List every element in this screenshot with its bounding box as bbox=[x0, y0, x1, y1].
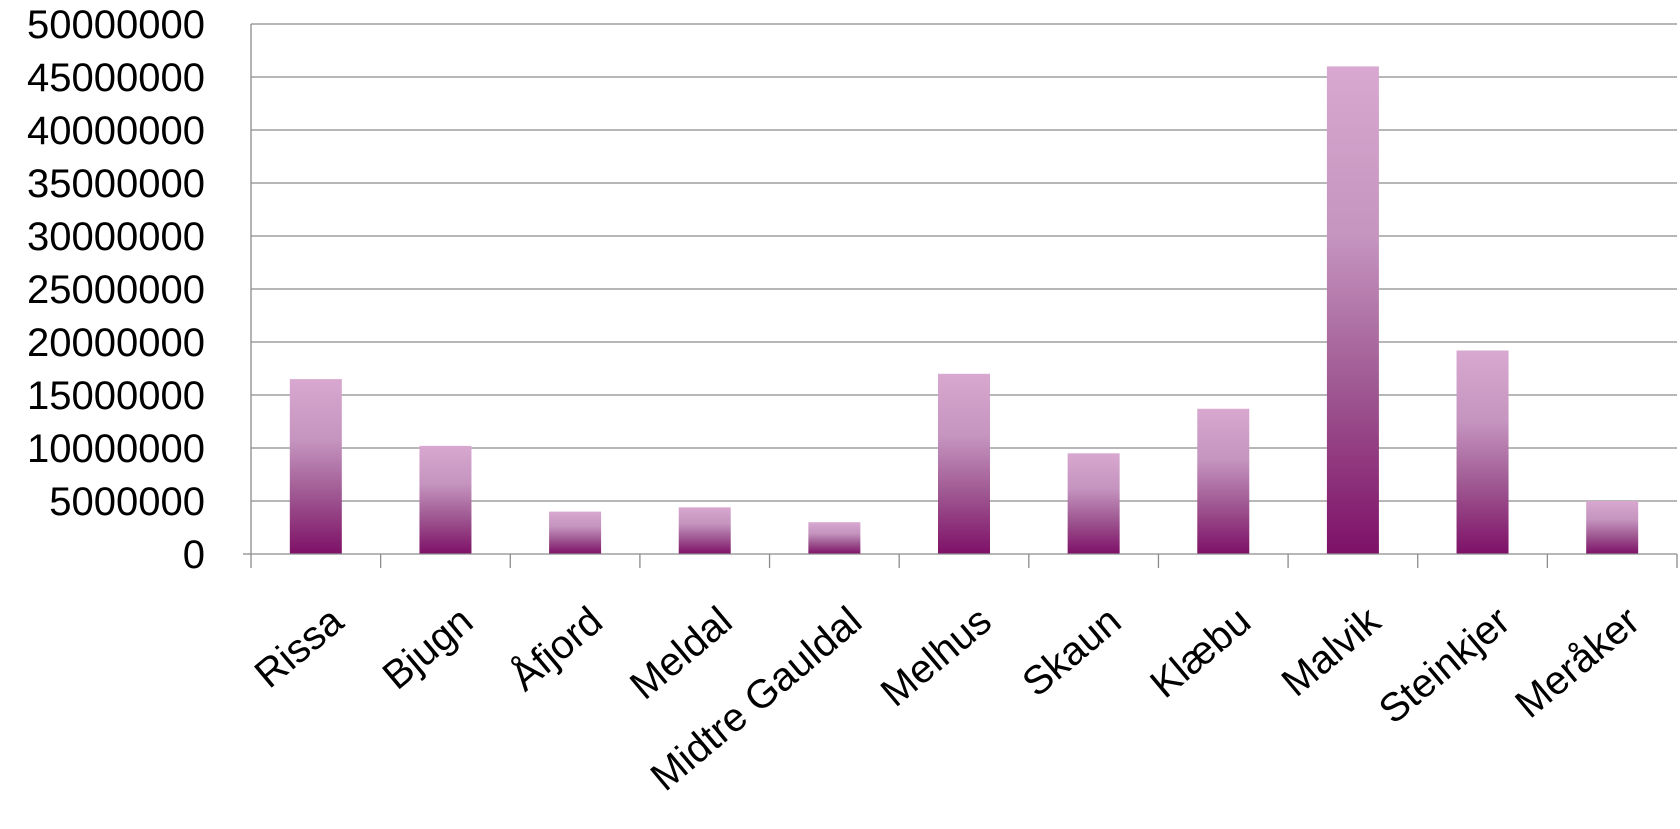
bar-rissa bbox=[289, 379, 342, 554]
bar-klæbu bbox=[1197, 408, 1250, 554]
x-tick-label: Steinkjer bbox=[1371, 599, 1518, 733]
bar-steinkjer bbox=[1456, 350, 1509, 554]
y-tick-label: 15000000 bbox=[27, 374, 205, 418]
bar-malvik bbox=[1326, 66, 1379, 555]
y-tick-label: 45000000 bbox=[27, 56, 205, 100]
bar-midtre-gauldal bbox=[808, 522, 861, 554]
y-tick-label: 0 bbox=[183, 533, 205, 577]
x-tick-label: Rissa bbox=[247, 598, 352, 696]
bar-skaun bbox=[1067, 453, 1120, 554]
bar-meråker bbox=[1586, 501, 1639, 554]
x-tick-label: Åfjord bbox=[502, 598, 611, 700]
y-tick-label: 40000000 bbox=[27, 109, 205, 153]
bar-bjugn bbox=[419, 445, 472, 554]
y-tick-label: 20000000 bbox=[27, 321, 205, 365]
y-axis-tick-labels: 0 5000000 10000000 15000000 20000000 25000000… bbox=[27, 3, 205, 577]
x-tick-label: Bjugn bbox=[375, 599, 482, 698]
x-tick-label: Meråker bbox=[1507, 599, 1648, 727]
bar-meldal bbox=[678, 507, 731, 554]
bar-melhus bbox=[938, 373, 990, 554]
y-tick-label: 30000000 bbox=[27, 215, 205, 259]
axes bbox=[243, 24, 1678, 568]
x-tick-label: Meldal bbox=[622, 599, 741, 708]
x-tick-label: Skaun bbox=[1014, 599, 1129, 706]
y-tick-label: 25000000 bbox=[27, 268, 205, 312]
x-tick-label: Klæbu bbox=[1142, 599, 1259, 707]
y-tick-label: 35000000 bbox=[27, 162, 205, 206]
y-tick-label: 10000000 bbox=[27, 427, 205, 471]
bar-åfjord bbox=[549, 511, 602, 554]
y-tick-label: 5000000 bbox=[49, 480, 205, 524]
x-tick-label: Melhus bbox=[873, 599, 1000, 716]
x-tick-label: Malvik bbox=[1274, 598, 1390, 705]
y-tick-label: 50000000 bbox=[27, 3, 205, 47]
bars bbox=[289, 66, 1639, 555]
gridlines bbox=[251, 23, 1677, 502]
